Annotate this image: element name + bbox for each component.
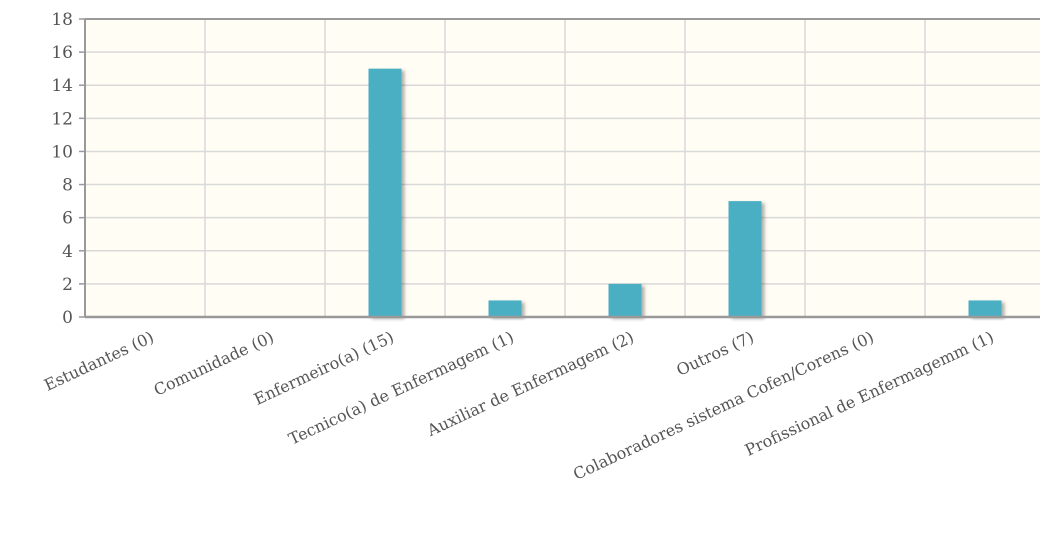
bars [368,68,1002,318]
x-category-labels: Estudantes (0)Comunidade (0)Enfermeiro(a… [41,327,996,483]
y-tick-label: 2 [62,275,73,295]
y-tick-label: 0 [62,308,73,328]
axes [84,18,1040,319]
bar [608,283,642,317]
y-tick-label: 16 [51,43,73,63]
y-tick-label: 6 [62,209,73,229]
bar [488,300,522,317]
bar [728,201,762,317]
x-category-label: Estudantes (0) [41,327,156,394]
y-tick-label: 18 [51,10,73,30]
y-tick-label: 8 [62,176,73,196]
plot-area [85,19,1040,317]
bar [368,68,402,318]
bar [968,300,1002,317]
x-category-label: Outros (7) [673,327,756,379]
y-tick-label: 14 [51,76,73,96]
y-tick-label: 12 [51,109,73,129]
x-category-label: Tecnico(a) de Enfermagem (1) [286,327,517,448]
y-tick-label: 4 [62,242,73,262]
y-tick-labels: 0 2 4 6 8 10 12 14 16 18 [51,10,85,328]
x-category-label: Auxiliar de Enfermagem (2) [423,327,636,440]
y-tick-label: 10 [51,142,73,162]
